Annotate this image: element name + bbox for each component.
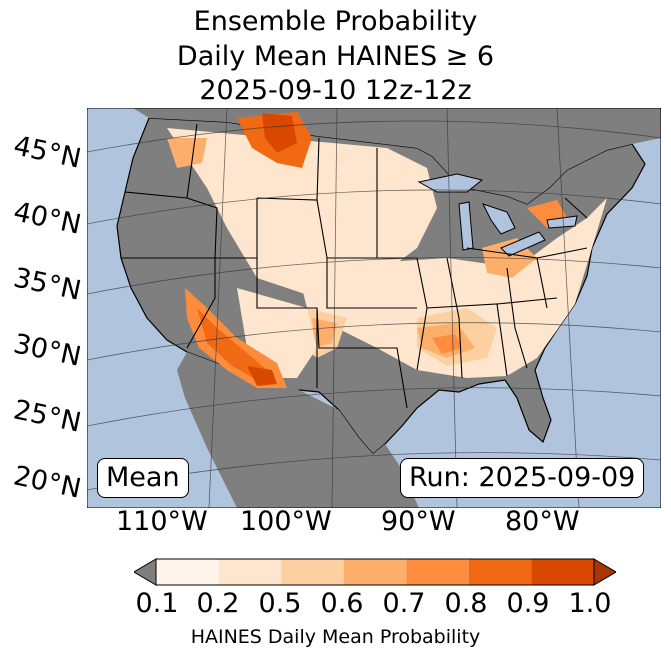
colorbar-segment <box>406 559 469 585</box>
colorbar-segment <box>531 559 594 585</box>
colorbar-segment <box>156 559 219 585</box>
lon-label-90: 90°W <box>381 506 456 537</box>
lat-label-35: 35°N <box>10 262 84 307</box>
colorbar-tick: 0.7 <box>382 588 426 619</box>
lat-label-45: 45°N <box>10 130 84 175</box>
colorbar-segment <box>218 559 282 585</box>
colorbar-tick: 0.2 <box>196 588 240 619</box>
colorbar-tick: 0.1 <box>135 588 179 619</box>
title-line-2: Daily Mean HAINES ≥ 6 <box>176 41 495 72</box>
colorbar-tick: 1.0 <box>568 588 612 619</box>
colorbar-segment <box>281 559 344 585</box>
canada <box>133 108 661 204</box>
probability-fill <box>167 112 607 388</box>
colorbar-over-arrow <box>593 558 616 586</box>
mexico <box>177 352 419 508</box>
colorbar-label: HAINES Daily Mean Probability <box>190 626 481 648</box>
lon-label-80: 80°W <box>505 506 580 537</box>
title-line-3: 2025-09-10 12z-12z <box>199 75 472 106</box>
colorbar-tick: 0.5 <box>258 588 302 619</box>
lat-label-20: 20°N <box>10 460 84 505</box>
colorbar-tick: 0.8 <box>444 588 488 619</box>
colorbar-segment <box>343 559 407 585</box>
colorbar-tick: 0.9 <box>506 588 550 619</box>
run-date-box: Run: 2025-09-09 <box>400 458 645 498</box>
colorbar <box>134 558 616 586</box>
great-lakes <box>417 173 578 257</box>
colorbar-segment <box>468 559 532 585</box>
colorbar-under-arrow <box>134 558 157 586</box>
lat-label-30: 30°N <box>10 328 84 373</box>
lat-label-25: 25°N <box>10 394 84 439</box>
colorbar-tick: 0.6 <box>320 588 364 619</box>
lat-label-40: 40°N <box>10 196 84 241</box>
probability-map <box>87 108 661 508</box>
graticule <box>87 108 661 508</box>
lon-label-100: 100°W <box>240 506 332 537</box>
stat-label-box: Mean <box>97 458 189 498</box>
lon-label-110: 110°W <box>116 506 208 537</box>
state-borders <box>121 123 588 409</box>
title-line-1: Ensemble Probability <box>193 6 478 37</box>
